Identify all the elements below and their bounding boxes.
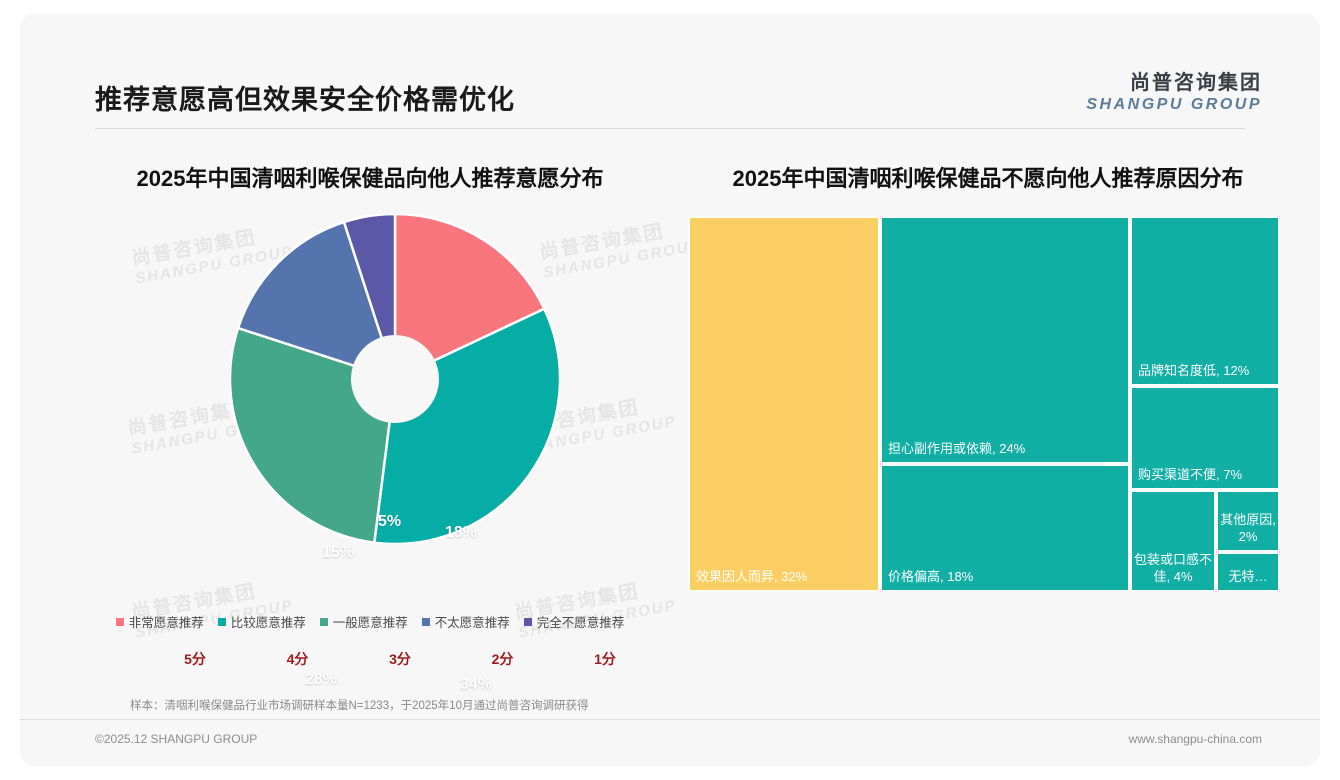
legend-label: 一般愿意推荐	[332, 616, 408, 630]
right-chart-panel: 2025年中国清咽利喉保健品不愿向他人推荐原因分布 效果因人而异, 32% 担心…	[688, 164, 1288, 664]
company-logo: 尚普咨询集团 SHANGPU GROUP	[1086, 72, 1262, 114]
legend-item-4[interactable]: 完全不愿意推荐	[523, 612, 625, 631]
legend-swatch-icon	[523, 617, 532, 626]
legend-label: 完全不愿意推荐	[536, 616, 625, 630]
legend-swatch-icon	[115, 617, 124, 626]
treemap-cell-label: 包装或口感不佳, 4%	[1134, 552, 1213, 585]
legend-label: 非常愿意推荐	[128, 616, 204, 630]
score-label-4: 4分	[286, 651, 309, 667]
left-chart-panel: 2025年中国清咽利喉保健品向他人推荐意愿分布 18% 34% 28% 15% …	[60, 164, 680, 712]
legend-swatch-icon	[421, 617, 430, 626]
legend-swatch-icon	[217, 617, 226, 626]
score-label-5: 5分	[184, 651, 206, 667]
treemap-cell-label: 无特…	[1228, 569, 1268, 585]
treemap-cell-channel-inconvenient[interactable]: 购买渠道不便, 7%	[1130, 385, 1280, 490]
legend-swatch-icon	[319, 617, 328, 626]
slice-label-28: 28%	[305, 670, 338, 688]
treemap-cell-no-specific-reason[interactable]: 无特…	[1216, 551, 1280, 592]
legend-item-0[interactable]: 非常愿意推荐	[115, 612, 204, 631]
slide-canvas: 尚普咨询集团 SHANGPU GROUP 尚普咨询集团 SHANGPU GROU…	[20, 14, 1320, 766]
score-label-3: 3分	[389, 651, 411, 667]
logo-chinese-text: 尚普咨询集团	[1130, 72, 1262, 94]
legend-item-1[interactable]: 比较愿意推荐	[217, 612, 306, 631]
treemap-cell-price-high[interactable]: 价格偏高, 18%	[880, 463, 1130, 592]
slice-label-15: 15%	[322, 543, 355, 561]
legend-label: 不太愿意推荐	[434, 616, 510, 630]
slide-header: 推荐意愿高但效果安全价格需优化 尚普咨询集团 SHANGPU GROUP	[20, 14, 1320, 130]
header-divider	[95, 128, 1245, 129]
left-chart-title: 2025年中国清咽利喉保健品向他人推荐意愿分布	[136, 166, 604, 191]
treemap-cell-label: 价格偏高, 18%	[888, 569, 974, 585]
donut-chart: 18% 34% 28% 15% 5%	[60, 213, 680, 693]
slice-label-5: 5%	[378, 512, 402, 530]
donut-slice[interactable]	[393, 213, 546, 381]
footer-website[interactable]: www.shangpu-china.com	[1128, 732, 1262, 746]
logo-english-text: SHANGPU GROUP	[1086, 96, 1262, 113]
donut-svg	[230, 213, 560, 544]
footer-divider	[20, 719, 1320, 720]
right-chart-title: 2025年中国清咽利喉保健品不愿向他人推荐原因分布	[732, 166, 1244, 191]
treemap-cell-label: 效果因人而异, 32%	[696, 569, 808, 585]
donut-legend: 非常愿意推荐 比较愿意推荐 一般愿意推荐 不太愿意推荐 完全不愿意推荐	[60, 612, 680, 631]
slice-label-34: 34%	[460, 675, 493, 693]
treemap-cell-label: 担心副作用或依赖, 24%	[888, 441, 1026, 457]
treemap-cell-side-effects[interactable]: 担心副作用或依赖, 24%	[880, 215, 1130, 464]
footer-copyright: ©2025.12 SHANGPU GROUP	[95, 732, 258, 746]
treemap-cell-label: 品牌知名度低, 12%	[1138, 363, 1250, 379]
score-label-2: 2分	[491, 651, 514, 667]
sample-footnote: 样本：清咽利喉保健品行业市场调研样本量N=1233，于2025年10月通过尚普咨…	[130, 700, 589, 712]
legend-item-3[interactable]: 不太愿意推荐	[421, 612, 510, 631]
treemap-cell-other-reasons[interactable]: 其他原因, 2%	[1216, 489, 1280, 552]
score-label-1: 1分	[594, 651, 616, 667]
treemap-cell-label: 其他原因, 2%	[1220, 512, 1276, 545]
legend-item-2[interactable]: 一般愿意推荐	[319, 612, 408, 631]
treemap-cell-brand-awareness[interactable]: 品牌知名度低, 12%	[1130, 215, 1280, 386]
legend-label: 比较愿意推荐	[230, 616, 306, 630]
score-scale: 5分 4分 3分 2分 1分	[165, 649, 635, 669]
treemap-cell-packaging-taste[interactable]: 包装或口感不佳, 4%	[1130, 489, 1216, 592]
page-title: 推荐意愿高但效果安全价格需优化	[95, 85, 515, 115]
treemap-cell-effect-varies[interactable]: 效果因人而异, 32%	[688, 215, 880, 592]
slice-label-18: 18%	[445, 523, 478, 541]
treemap-chart: 效果因人而异, 32% 担心副作用或依赖, 24% 价格偏高, 18% 品牌知名…	[688, 215, 1280, 592]
treemap-cell-label: 购买渠道不便, 7%	[1138, 467, 1243, 483]
